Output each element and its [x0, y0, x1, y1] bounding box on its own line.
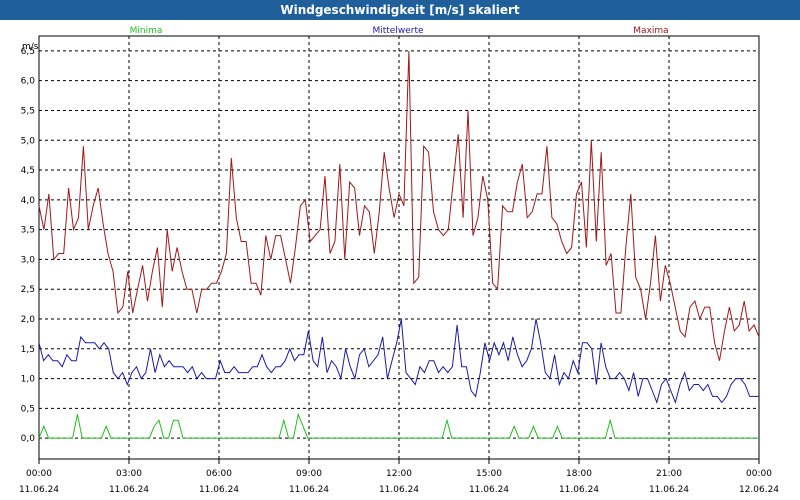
- x-tick-time: 12:00: [386, 469, 412, 479]
- y-tick-label: 3,5: [21, 226, 35, 236]
- y-tick-label: 0,5: [21, 404, 35, 414]
- x-tick-date: 11.06.24: [289, 485, 329, 495]
- y-tick-label: 5,0: [21, 136, 36, 146]
- series-layer: [38, 50, 760, 439]
- x-tick-date: 11.06.24: [559, 485, 599, 495]
- series-line-minima: [38, 412, 759, 439]
- legend-mittelwerte: Mittelwerte: [372, 26, 423, 36]
- y-tick-label: 3,0: [21, 255, 36, 265]
- x-tick-time: 00:00: [746, 469, 772, 479]
- y-tick-label: 6,5: [21, 47, 35, 57]
- x-axis-ticks: 00:00 11.06.24 03:00 11.06.24 06:00 11.06.24 0…: [19, 459, 779, 495]
- y-axis-ticks: 0,0 0,5 1,0 1,5 2,0 2,5 3,0 3,5 4,0 4,5 5,0 5,5 6,0 6…: [21, 47, 36, 444]
- series-line-maxima: [38, 50, 760, 361]
- y-tick-label: 2,0: [21, 315, 36, 325]
- y-tick-label: 6,0: [21, 77, 36, 87]
- legend: Minima Mittelwerte Maxima: [130, 26, 669, 36]
- series-line-mittelwerte: [38, 318, 759, 405]
- grid-lines: [39, 36, 759, 459]
- legend-minima: Minima: [130, 26, 163, 36]
- x-tick-date: 11.06.24: [379, 485, 419, 495]
- y-tick-label: 4,5: [21, 166, 35, 176]
- x-tick-time: 18:00: [566, 469, 592, 479]
- y-tick-label: 2,5: [21, 285, 35, 295]
- y-tick-label: 1,0: [21, 375, 36, 385]
- legend-maxima: Maxima: [633, 26, 668, 36]
- x-tick-date: 11.06.24: [199, 485, 239, 495]
- x-tick-date: 12.06.24: [739, 485, 779, 495]
- x-tick-time: 15:00: [476, 469, 502, 479]
- y-tick-label: 5,5: [21, 106, 35, 116]
- chart-title: Windgeschwindigkeit [m/s] skaliert: [0, 0, 800, 20]
- x-tick-time: 21:00: [656, 469, 682, 479]
- x-tick-date: 11.06.24: [109, 485, 149, 495]
- x-tick-date: 11.06.24: [649, 485, 689, 495]
- x-tick-time: 06:00: [206, 469, 232, 479]
- y-axis-label: m/s: [22, 42, 39, 52]
- x-tick-time: 09:00: [296, 469, 322, 479]
- y-tick-label: 1,5: [21, 345, 35, 355]
- x-tick-time: 00:00: [26, 469, 52, 479]
- x-tick-date: 11.06.24: [19, 485, 59, 495]
- y-tick-label: 0,0: [21, 434, 36, 444]
- y-tick-label: 4,0: [21, 196, 36, 206]
- x-tick-time: 03:00: [116, 469, 142, 479]
- x-tick-date: 11.06.24: [469, 485, 509, 495]
